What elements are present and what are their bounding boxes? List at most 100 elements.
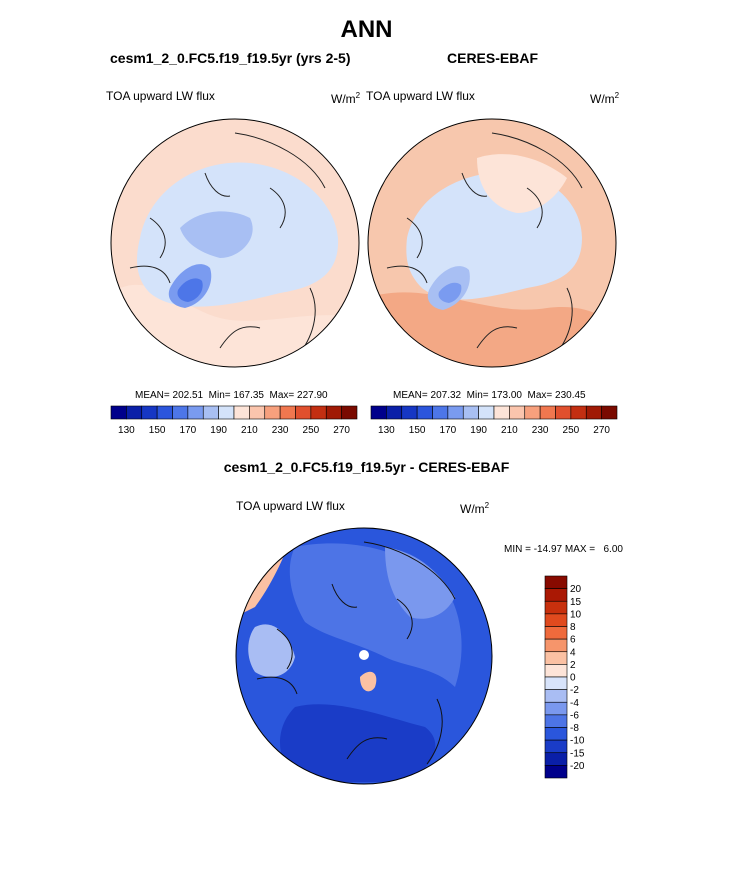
right-colorbar: 130 150 170 190 210 230 250 270 — [370, 405, 618, 436]
diff-map-region-e — [360, 671, 377, 692]
right-map-region-greenland-core — [438, 282, 462, 303]
diff-units-sup: 2 — [484, 501, 490, 510]
left-colorbar-tick-label: 190 — [210, 425, 227, 436]
right-polar-map — [367, 118, 617, 368]
left-colorbar-swatch — [295, 405, 312, 420]
diff-colorbar-swatch — [544, 676, 568, 690]
diff-colorbar-swatch — [544, 714, 568, 728]
left-colorbar-swatch — [110, 405, 127, 420]
left-colorbar-swatch — [264, 405, 281, 420]
right-units-sup: 2 — [614, 91, 620, 100]
diff-colorbar-swatch — [544, 752, 568, 766]
left-colorbar-swatch — [172, 405, 189, 420]
panel-right-title: CERES-EBAF — [447, 50, 539, 66]
right-colorbar-swatch — [432, 405, 449, 420]
right-colorbar-tick-label: 250 — [563, 425, 580, 436]
left-colorbar-swatch — [325, 405, 342, 420]
diff-colorbar-swatch — [544, 600, 568, 615]
left-colorbar-swatch — [341, 405, 358, 420]
left-colorbar-ticks: 130 150 170 190 210 230 250 270 — [118, 425, 350, 436]
diff-map-coastlines — [256, 541, 456, 765]
left-colorbar-swatch — [249, 405, 266, 420]
right-colorbar-swatch — [370, 405, 387, 420]
diff-map-region-d — [280, 704, 436, 782]
right-colorbar-swatch — [386, 405, 403, 420]
diff-colorbar-tick-label: 8 — [570, 622, 576, 633]
diff-colorbar-tick-label: 6 — [570, 635, 576, 646]
right-field-label: TOA upward LW flux — [366, 89, 475, 103]
diff-polar-map — [235, 527, 493, 785]
right-colorbar-swatch — [585, 405, 602, 420]
right-colorbar-tick-label: 150 — [409, 425, 426, 436]
right-colorbar-tick-label: 210 — [501, 425, 518, 436]
right-stats: MEAN= 207.32 Min= 173.00 Max= 230.45 — [393, 390, 586, 401]
diff-colorbar-swatch — [544, 701, 568, 716]
diff-map-region-c — [248, 624, 295, 677]
left-map-border — [110, 118, 360, 368]
diff-stats: MIN = -14.97 MAX = 6.00 — [504, 544, 623, 555]
left-map-region-lowlat — [111, 284, 359, 367]
left-units-sup: 2 — [355, 91, 361, 100]
right-colorbar-swatch — [509, 405, 526, 420]
diff-colorbar-tick-label: 20 — [570, 584, 582, 595]
diff-map-pole-hole — [359, 650, 369, 660]
diff-colorbar-tick-label: -4 — [570, 698, 579, 709]
diff-colorbar-tick-label: -8 — [570, 723, 579, 734]
left-stats: MEAN= 202.51 Min= 167.35 Max= 227.90 — [135, 390, 328, 401]
right-units-text: W/m — [590, 92, 615, 106]
left-colorbar-swatch — [156, 405, 173, 420]
diff-colorbar-tick-label: 4 — [570, 647, 576, 658]
diff-colorbar-tick-label: -20 — [570, 761, 585, 772]
left-colorbar-tick-label: 270 — [333, 425, 350, 436]
diff-colorbar-tick-label: 10 — [570, 609, 582, 620]
left-colorbar-swatch — [202, 405, 219, 420]
diff-colorbar-swatches — [544, 575, 568, 779]
diff-colorbar-swatch — [544, 588, 568, 602]
diff-colorbar-tick-label: 0 — [570, 673, 576, 684]
diff-colorbar-swatch — [544, 664, 568, 678]
diff-colorbar-tick-label: -10 — [570, 736, 585, 747]
diff-colorbar-tick-label: 2 — [570, 660, 576, 671]
left-map-region-greenland-core — [177, 278, 203, 302]
diff-colorbar-swatch — [544, 651, 568, 665]
diff-map-border — [235, 527, 493, 785]
diff-field-label: TOA upward LW flux — [236, 499, 345, 513]
left-colorbar-swatch — [218, 405, 235, 420]
diff-colorbar-swatch — [544, 765, 568, 779]
left-colorbar-swatch — [310, 405, 327, 420]
diff-colorbar-swatch — [544, 638, 568, 653]
right-colorbar-swatch — [416, 405, 433, 420]
left-colorbar-swatch — [187, 405, 204, 420]
right-map-coastlines — [386, 132, 583, 354]
left-colorbar-tick-label: 250 — [303, 425, 320, 436]
right-colorbar-swatch — [462, 405, 479, 420]
right-colorbar-swatches — [370, 405, 618, 420]
right-colorbar-tick-label: 190 — [470, 425, 487, 436]
left-map-coastlines — [129, 132, 326, 354]
right-map-region-lowlat — [368, 292, 616, 367]
left-colorbar: 130 150 170 190 210 230 250 270 — [110, 405, 358, 436]
diff-colorbar-tick-label: 15 — [570, 597, 582, 608]
left-colorbar-swatches — [110, 405, 358, 420]
left-polar-map — [110, 118, 360, 368]
panel-left-title: cesm1_2_0.FC5.f19_f19.5yr (yrs 2-5) — [110, 50, 351, 66]
diff-units-label: W/m2 — [460, 501, 489, 516]
right-colorbar-swatch — [539, 405, 556, 420]
right-colorbar-swatch — [570, 405, 587, 420]
diff-units-text: W/m — [460, 502, 485, 516]
right-colorbar-ticks: 130 150 170 190 210 230 250 270 — [378, 425, 610, 436]
right-colorbar-tick-label: 130 — [378, 425, 395, 436]
left-colorbar-tick-label: 230 — [272, 425, 289, 436]
right-colorbar-tick-label: 270 — [593, 425, 610, 436]
right-units-label: W/m2 — [590, 91, 619, 106]
left-colorbar-swatch — [233, 405, 250, 420]
left-units-text: W/m — [331, 92, 356, 106]
right-colorbar-tick-label: 170 — [440, 425, 457, 436]
left-colorbar-tick-label: 210 — [241, 425, 258, 436]
right-colorbar-swatch — [601, 405, 618, 420]
diff-colorbar-swatch — [544, 626, 568, 640]
left-colorbar-tick-label: 150 — [149, 425, 166, 436]
panel-diff-title: cesm1_2_0.FC5.f19_f19.5yr - CERES-EBAF — [223, 459, 510, 475]
